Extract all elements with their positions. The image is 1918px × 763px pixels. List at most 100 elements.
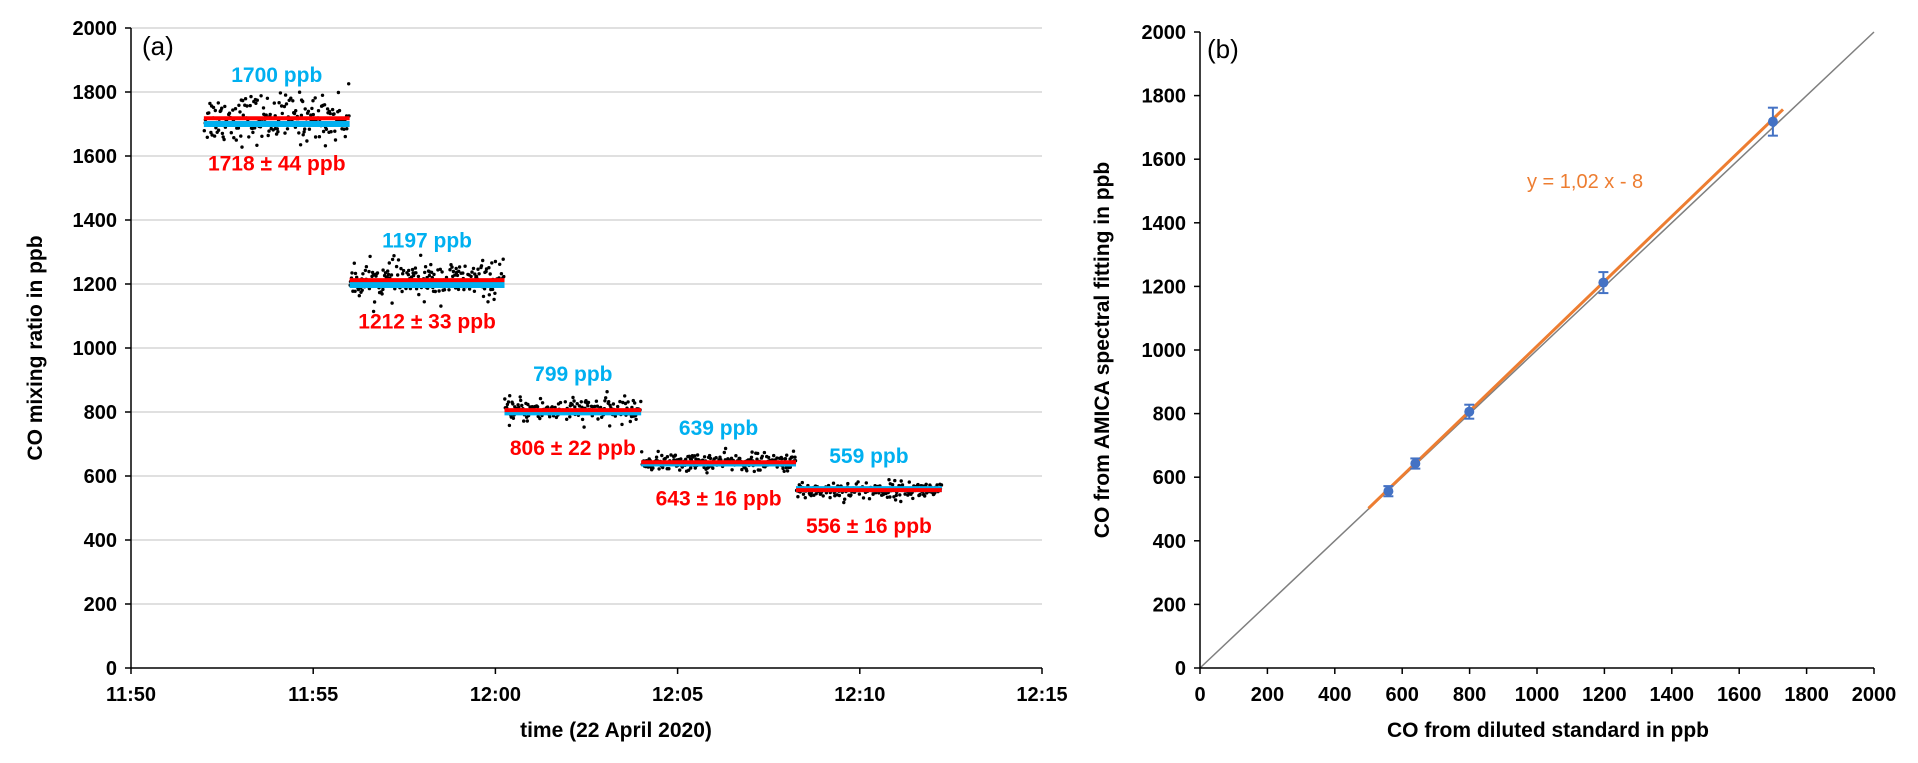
a-data-point: [793, 455, 797, 459]
a-y-tick-label: 200: [84, 594, 117, 616]
a-data-point: [240, 145, 244, 149]
a-data-point: [367, 269, 371, 274]
b-data-point: [1598, 277, 1609, 288]
a-data-point: [493, 259, 498, 264]
a-data-point: [628, 419, 632, 424]
a-data-point: [298, 143, 303, 147]
a-data-point: [571, 395, 575, 400]
a-data-point: [626, 400, 630, 404]
a-data-point: [490, 261, 494, 265]
a-data-point: [233, 107, 238, 111]
a-data-point: [781, 466, 785, 471]
a-data-point: [471, 266, 476, 271]
a-data-point: [535, 405, 540, 409]
a-data-point: [355, 275, 359, 279]
a-data-point: [276, 130, 280, 134]
a-data-point: [573, 405, 577, 409]
a-data-point: [292, 111, 297, 116]
a-data-point: [864, 481, 868, 485]
a-data-point: [249, 94, 253, 99]
a-data-point: [306, 109, 311, 114]
a-data-point: [284, 102, 289, 106]
a-data-point: [236, 126, 241, 130]
a-data-point: [678, 468, 682, 472]
a-data-point: [345, 127, 349, 131]
panel-a-time-series: 0 200 400 600 800 1000 1200 1400 1600 1800 2000 11…: [24, 18, 1068, 742]
a-data-point: [756, 451, 760, 456]
a-data-point: [333, 138, 338, 142]
a-data-point: [386, 272, 391, 277]
a-data-point: [401, 268, 406, 273]
a-data-point: [247, 135, 251, 139]
a-data-point: [506, 400, 511, 404]
a-data-point: [400, 289, 404, 294]
a-data-point: [633, 401, 637, 405]
a-data-point: [846, 481, 850, 486]
a-data-point: [440, 270, 444, 274]
a-data-point: [785, 453, 789, 457]
a-data-point: [595, 404, 600, 408]
a-data-point: [579, 400, 583, 404]
a-measured-label: 556 ± 16 ppb: [806, 515, 932, 538]
a-data-point: [461, 271, 465, 275]
a-data-point: [407, 268, 411, 273]
a-data-point: [604, 396, 608, 400]
a-data-point: [255, 98, 259, 102]
a-data-point: [216, 101, 220, 105]
a-data-point: [730, 468, 734, 472]
a-data-point: [828, 495, 832, 500]
a-data-point: [762, 450, 767, 455]
a-data-point: [803, 496, 807, 500]
a-data-point: [654, 455, 659, 459]
a-data-point: [749, 455, 754, 459]
a-data-point: [519, 398, 523, 403]
a-data-point: [831, 481, 836, 485]
a-y-tick-label: 400: [84, 530, 117, 552]
a-data-point: [429, 262, 433, 267]
a-data-point: [705, 471, 709, 475]
a-data-point: [667, 467, 671, 471]
a-data-point: [498, 262, 502, 266]
a-data-point: [651, 466, 655, 470]
a-data-point: [605, 390, 609, 394]
a-data-point: [693, 466, 697, 470]
a-data-point: [332, 112, 336, 116]
a-measured-label: 643 ± 16 ppb: [656, 487, 782, 510]
a-data-point: [372, 300, 377, 304]
a-data-point: [907, 480, 911, 484]
a-x-tick-label: 12:05: [652, 684, 703, 706]
a-data-point: [442, 288, 447, 292]
a-data-point: [903, 492, 907, 496]
a-data-point: [438, 267, 442, 271]
a-data-point: [577, 404, 582, 408]
a-y-tick-label: 2000: [73, 18, 118, 40]
a-data-point: [311, 112, 315, 117]
a-reference-label: 559 ppb: [829, 445, 908, 468]
a-data-point: [213, 108, 217, 113]
a-data-point: [266, 133, 270, 138]
a-data-point: [898, 493, 902, 497]
a-data-point: [243, 97, 248, 101]
a-data-point: [419, 253, 423, 257]
a-measured-label: 806 ± 22 ppb: [510, 437, 636, 460]
a-axes: [125, 27, 1043, 674]
b-x-tick-label: 1600: [1717, 684, 1762, 706]
a-y-tick-label: 1000: [73, 338, 118, 360]
a-data-point: [328, 111, 332, 116]
a-data-point: [255, 143, 259, 147]
a-data-point: [259, 94, 263, 98]
a-data-point: [301, 133, 305, 137]
a-data-point: [352, 261, 356, 265]
a-data-point: [386, 269, 390, 273]
a-data-point: [350, 271, 354, 275]
b-y-tick-label: 1400: [1142, 213, 1187, 235]
a-data-point: [939, 483, 944, 487]
a-data-point: [684, 457, 688, 461]
a-data-point: [343, 134, 347, 139]
a-data-point: [801, 492, 806, 496]
a-x-tick-label: 12:10: [834, 684, 885, 706]
a-data-point: [297, 131, 301, 135]
b-x-tick-labels: 0 200 400 600 800 1000 1200 1400 1600 1800 2000: [1194, 684, 1896, 706]
a-data-point: [575, 402, 579, 406]
